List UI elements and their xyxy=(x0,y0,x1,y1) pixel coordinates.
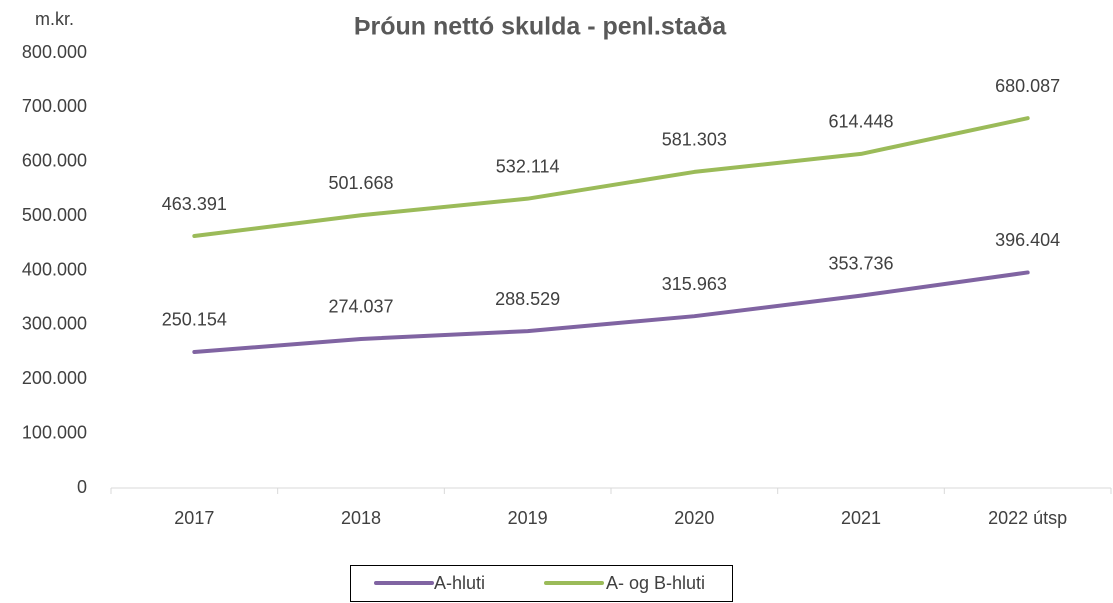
y-axis-label: m.kr. xyxy=(35,9,74,29)
y-tick-label: 700.000 xyxy=(22,96,87,116)
data-label: 396.404 xyxy=(995,230,1060,250)
y-tick-label: 200.000 xyxy=(22,368,87,388)
x-tick-label: 2017 xyxy=(174,508,214,528)
data-label: 680.087 xyxy=(995,76,1060,96)
data-label: 315.963 xyxy=(662,274,727,294)
data-label: 353.736 xyxy=(828,253,893,273)
y-tick-label: 400.000 xyxy=(22,259,87,279)
data-label: 274.037 xyxy=(328,297,393,317)
y-tick-label: 500.000 xyxy=(22,205,87,225)
data-label: 463.391 xyxy=(162,194,227,214)
data-label: 501.668 xyxy=(328,173,393,193)
data-label: 581.303 xyxy=(662,130,727,150)
y-tick-label: 600.000 xyxy=(22,151,87,171)
y-tick-label: 300.000 xyxy=(22,314,87,334)
chart-title: Þróun nettó skulda - penl.staða xyxy=(354,13,727,41)
legend-label: A-hluti xyxy=(434,573,485,593)
data-label: 250.154 xyxy=(162,310,227,330)
legend-label: A- og B-hluti xyxy=(606,573,705,593)
y-tick-label: 0 xyxy=(77,477,87,497)
data-label: 532.114 xyxy=(496,156,560,176)
x-tick-label: 2019 xyxy=(508,508,548,528)
y-tick-label: 800.000 xyxy=(22,42,87,62)
y-tick-label: 100.000 xyxy=(22,422,87,442)
x-tick-label: 2021 xyxy=(841,508,881,528)
line xyxy=(192,116,1030,239)
x-tick-label: 2020 xyxy=(674,508,714,528)
data-label: 614.448 xyxy=(828,112,893,132)
x-tick-label: 2018 xyxy=(341,508,381,528)
x-tick-label: 2022 útsp xyxy=(988,508,1067,528)
legend-box xyxy=(350,565,733,602)
line xyxy=(192,270,1030,354)
data-label: 288.529 xyxy=(495,289,560,309)
